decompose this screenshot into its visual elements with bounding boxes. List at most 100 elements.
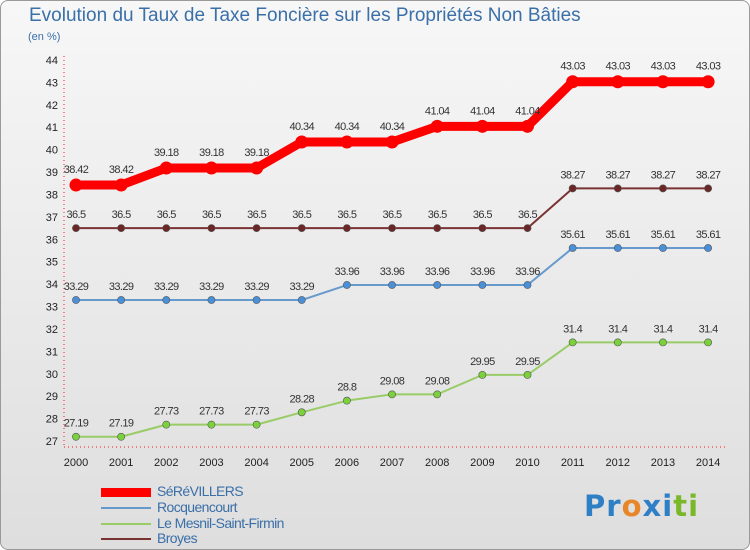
- x-tick-label: 2013: [651, 457, 675, 469]
- data-label: 41.04: [470, 105, 495, 117]
- data-point: [72, 224, 80, 232]
- data-label: 39.18: [154, 147, 179, 159]
- data-point: [475, 119, 489, 133]
- legend-swatch: [101, 538, 151, 540]
- data-point: [162, 224, 171, 232]
- data-label: 33.29: [154, 281, 179, 293]
- logo-letter: P: [584, 489, 607, 523]
- data-label: 36.5: [292, 209, 311, 221]
- data-label: 35.61: [560, 229, 585, 241]
- data-label: 29.95: [470, 356, 495, 368]
- data-point: [478, 281, 487, 289]
- data-label: 36.5: [157, 209, 176, 221]
- x-tick-label: 2011: [561, 457, 585, 469]
- data-point: [252, 420, 261, 429]
- y-tick-label: 44: [46, 55, 58, 67]
- data-label: 43.03: [696, 61, 721, 73]
- x-tick-label: 2006: [335, 457, 359, 469]
- y-tick-label: 36: [46, 234, 58, 246]
- logo-letter: i: [688, 489, 700, 523]
- data-point: [297, 224, 306, 232]
- legend-swatch: [101, 488, 151, 497]
- data-point: [159, 161, 173, 175]
- data-label: 38.42: [109, 164, 134, 176]
- data-label: 33.96: [515, 266, 540, 278]
- data-point: [523, 281, 532, 289]
- legend-label: Le Mesnil-Saint-Firmin: [157, 515, 284, 531]
- data-point: [613, 244, 622, 252]
- data-label: 36.5: [202, 209, 221, 221]
- data-point: [342, 224, 351, 232]
- data-label: 33.96: [470, 266, 495, 278]
- data-label: 27.19: [109, 418, 134, 430]
- data-label: 38.27: [560, 169, 585, 181]
- data-point: [430, 119, 444, 133]
- data-label: 28.28: [289, 393, 314, 405]
- data-point: [204, 161, 218, 175]
- x-tick-label: 2009: [470, 457, 494, 469]
- logo-letter: x: [642, 489, 663, 523]
- data-label: 39.18: [244, 147, 269, 159]
- logo-letter: o: [621, 489, 643, 523]
- series-line: [75, 341, 710, 438]
- x-tick-label: 2002: [154, 457, 178, 469]
- data-point: [478, 224, 487, 232]
- data-label: 38.27: [606, 169, 631, 181]
- data-point: [478, 370, 487, 379]
- data-point: [297, 296, 306, 304]
- data-point: [250, 161, 264, 175]
- x-tick-label: 2010: [515, 457, 539, 469]
- data-label: 39.18: [199, 147, 224, 159]
- data-point: [611, 75, 625, 89]
- data-label: 40.34: [335, 121, 360, 133]
- data-point: [523, 224, 532, 232]
- data-point: [72, 296, 80, 304]
- y-tick-label: 33: [46, 302, 58, 314]
- y-tick-label: 41: [46, 122, 58, 134]
- data-label: 28.8: [337, 382, 356, 394]
- data-point: [207, 420, 216, 429]
- y-tick-label: 32: [46, 324, 58, 336]
- data-point: [388, 281, 396, 289]
- data-point: [659, 338, 667, 347]
- logo-letter: r: [606, 489, 622, 523]
- data-point: [701, 75, 715, 89]
- data-label: 29.95: [515, 356, 540, 368]
- data-label: 35.61: [651, 229, 676, 241]
- data-point: [117, 296, 126, 304]
- x-tick-label: 2014: [696, 457, 720, 469]
- data-label: 36.5: [473, 209, 492, 221]
- data-label: 36.5: [518, 209, 537, 221]
- data-label: 31.4: [699, 323, 718, 335]
- data-point: [385, 135, 399, 149]
- data-label: 43.03: [651, 61, 676, 73]
- y-tick-label: 38: [46, 189, 58, 201]
- data-label: 29.08: [425, 375, 450, 387]
- y-tick-label: 27: [46, 436, 58, 448]
- data-point: [568, 184, 577, 193]
- x-tick-label: 2000: [64, 457, 88, 469]
- data-point: [114, 178, 128, 192]
- data-point: [433, 224, 442, 232]
- data-label: 41.04: [515, 105, 540, 117]
- logo-letter: i: [662, 489, 674, 523]
- data-point: [568, 244, 577, 252]
- data-label: 27.73: [199, 406, 224, 418]
- data-label: 29.08: [380, 375, 405, 387]
- y-tick-label: 34: [46, 279, 58, 291]
- data-label: 33.29: [199, 281, 224, 293]
- x-tick-label: 2007: [380, 457, 404, 469]
- y-tick-label: 42: [46, 100, 58, 112]
- data-point: [69, 178, 83, 192]
- data-point: [252, 296, 261, 304]
- legend-label: Broyes: [157, 530, 198, 546]
- logo-letter: t: [673, 489, 689, 523]
- data-label: 31.4: [608, 323, 627, 335]
- x-tick-label: 2012: [606, 457, 630, 469]
- data-label: 36.5: [428, 209, 447, 221]
- y-tick-label: 29: [46, 391, 58, 403]
- data-point: [566, 75, 580, 89]
- data-label: 43.03: [606, 61, 631, 73]
